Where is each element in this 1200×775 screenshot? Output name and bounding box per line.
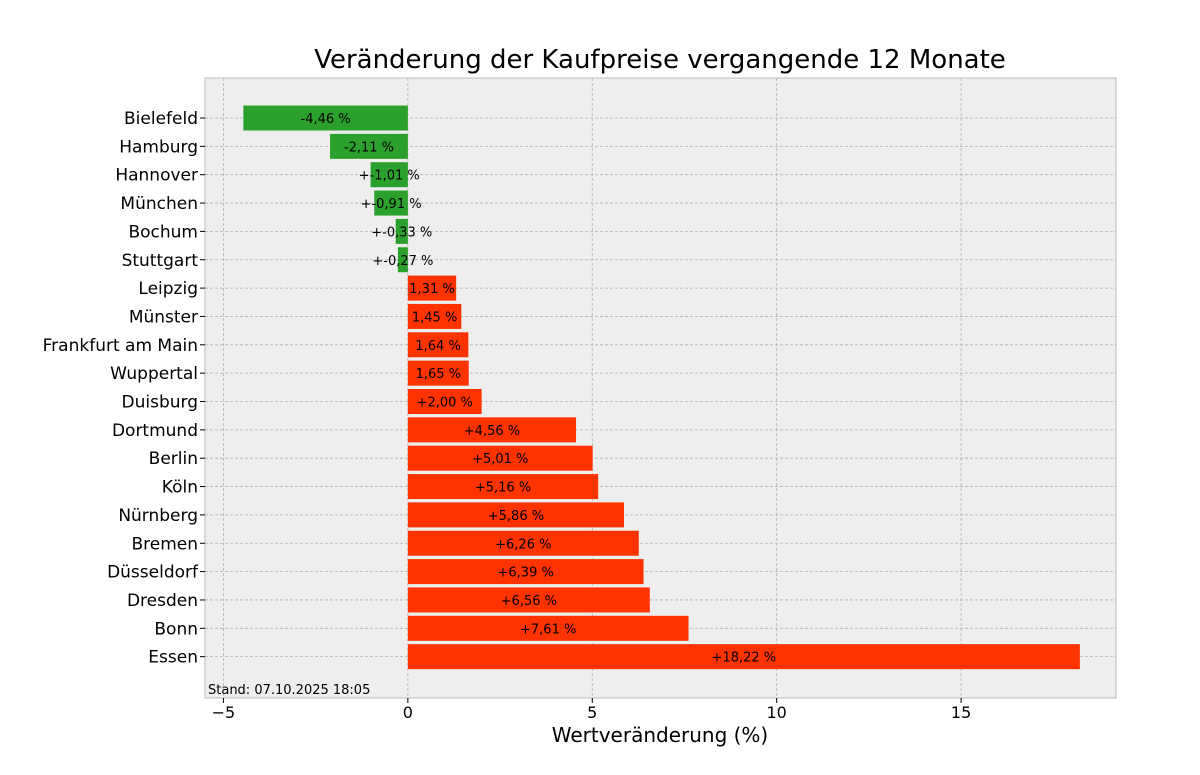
x-tick-label: 0 [403, 703, 413, 722]
bar-value-label: +6,26 % [495, 537, 551, 552]
y-tick-label: Frankfurt am Main [43, 336, 198, 356]
bar-value-label: +-0,33 % [371, 225, 432, 240]
x-tick-labels: −5 0 5 10 15 [212, 698, 971, 722]
bar-value-label: 1,45 % [412, 310, 457, 325]
y-tick-label: Stuttgart [122, 251, 199, 271]
bar-value-label: 1,65 % [416, 367, 461, 382]
chart-title: Veränderung der Kaufpreise vergangende 1… [314, 45, 1006, 75]
y-tick-label: Berlin [149, 449, 198, 469]
y-tick-label: Düsseldorf [107, 563, 199, 583]
bar [407, 445, 593, 471]
bar-value-label: +5,01 % [472, 452, 528, 467]
timestamp-note: Stand: 07.10.2025 18:05 [208, 683, 370, 698]
bar [407, 559, 644, 585]
bar-value-label: +7,61 % [520, 622, 576, 637]
y-tick-labels: Bielefeld Hamburg Hannover München Bochum Stu… [43, 109, 205, 668]
y-tick-label: Essen [148, 648, 198, 668]
bar [243, 105, 408, 131]
bar [407, 587, 650, 613]
bar [407, 332, 469, 358]
bars-layer [243, 105, 1080, 670]
y-tick-label: Köln [162, 478, 198, 498]
bar-value-label: -4,46 % [301, 112, 351, 127]
bar-value-label: 1,64 % [415, 339, 460, 354]
y-tick-label: Hannover [115, 166, 198, 186]
x-tick-label: 10 [767, 703, 787, 722]
y-tick-label: Duisburg [122, 393, 199, 413]
bar-value-label: +5,86 % [488, 509, 544, 524]
bar [407, 275, 457, 301]
bar-value-label: +6,56 % [501, 594, 557, 609]
y-tick-label: Bielefeld [124, 109, 198, 129]
y-tick-label: Bonn [154, 619, 198, 639]
bar [330, 133, 408, 159]
bar [407, 417, 577, 443]
bar-value-label: -2,11 % [344, 140, 394, 155]
y-tick-label: Bochum [128, 222, 198, 242]
bar [395, 218, 408, 244]
y-tick-label: München [120, 194, 198, 214]
bar-value-label: +-1,01 % [359, 169, 420, 184]
bar [374, 190, 408, 216]
y-tick-label: Bremen [131, 534, 198, 554]
bar [407, 303, 462, 329]
y-tick-label: Münster [129, 307, 198, 327]
x-tick-label: 5 [587, 703, 597, 722]
bar [407, 360, 469, 386]
x-tick-label: 15 [951, 703, 971, 722]
bar [397, 247, 408, 273]
bar-value-label: +6,39 % [498, 566, 554, 581]
bar [407, 389, 482, 414]
bar-value-label: +-0,27 % [372, 254, 433, 269]
y-tick-label: Dresden [127, 591, 198, 611]
bar-value-label: +2,00 % [417, 396, 473, 411]
y-tick-label: Nürnberg [118, 506, 198, 526]
bar [407, 644, 1080, 670]
x-axis-label: Wertveränderung (%) [552, 723, 769, 747]
x-tick-label: −5 [212, 703, 236, 722]
bar-value-label: +5,16 % [475, 481, 531, 496]
bar-value-label: +4,56 % [464, 424, 520, 439]
y-tick-label: Hamburg [119, 137, 198, 157]
bar-value-label: 1,31 % [409, 282, 454, 297]
bar-value-label: +18,22 % [712, 651, 777, 666]
bar [407, 530, 639, 556]
y-tick-label: Dortmund [112, 421, 198, 441]
y-tick-label: Wuppertal [110, 364, 198, 384]
bar [407, 474, 599, 500]
y-tick-label: Leipzig [138, 279, 198, 299]
bar [407, 502, 624, 528]
bar-value-label: +-0,91 % [361, 197, 422, 212]
data-labels: -4,46 % -2,11 % +-1,01 % +-0,91 % +-0,33 % +-… [301, 112, 777, 666]
bar [370, 162, 408, 188]
plot-background [204, 77, 1117, 699]
bar [407, 615, 689, 641]
